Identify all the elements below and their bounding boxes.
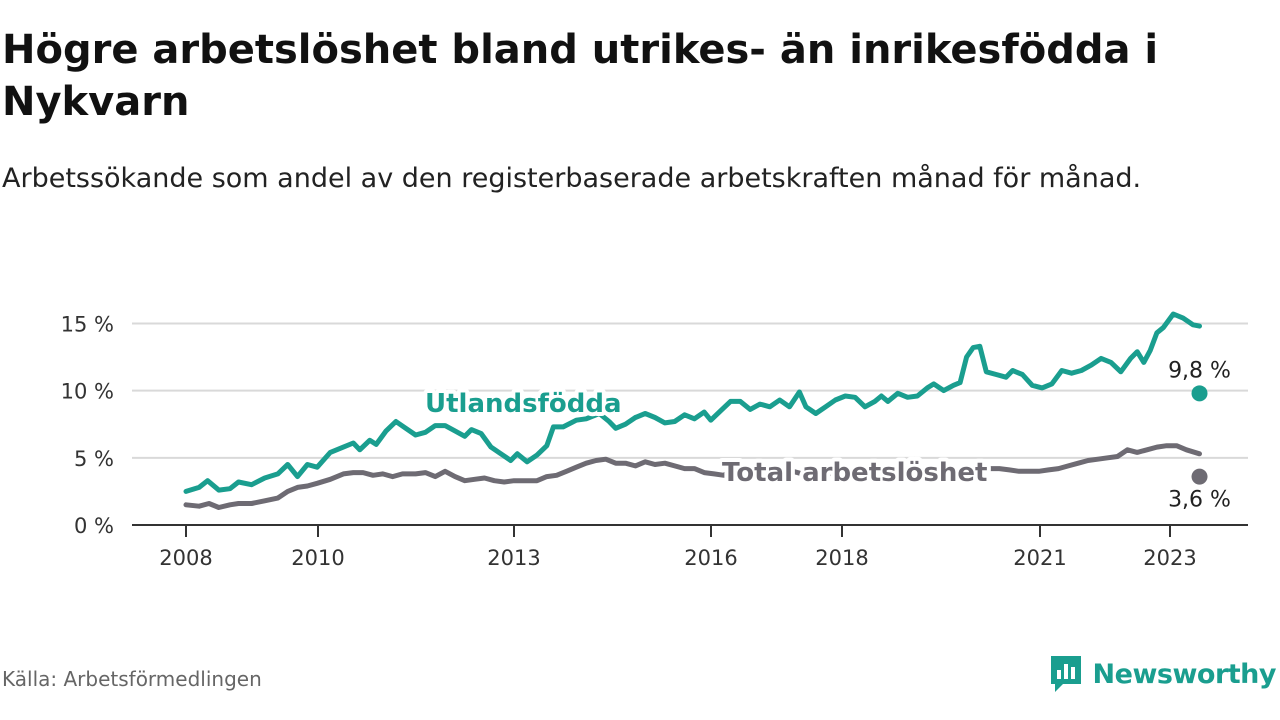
series-name-label-utlandsfodda: Utlandsfödda <box>425 389 622 419</box>
x-tick-label: 2018 <box>815 546 868 570</box>
y-tick-label: 15 % <box>61 312 114 336</box>
y-tick-label: 10 % <box>61 380 114 404</box>
y-tick-label: 0 % <box>74 514 114 538</box>
x-tick-label: 2010 <box>291 546 344 570</box>
chart-subtitle: Arbetssökande som andel av den registerb… <box>2 163 1142 194</box>
axis-layer <box>132 524 1248 537</box>
x-tick-label: 2023 <box>1143 546 1196 570</box>
x-tick-label: 2021 <box>1013 546 1066 570</box>
series-line-total <box>183 443 1202 510</box>
brand-name: Newsworthy <box>1092 658 1277 690</box>
series-end-dot-utlandsfodda <box>1191 385 1208 402</box>
brand-logo[interactable]: Newsworthy <box>1049 652 1277 696</box>
chart-title: Högre arbetslöshet bland utrikes- än inr… <box>2 27 1159 125</box>
source-note: Källa: Arbetsförmedlingen <box>2 667 262 691</box>
series-end-label-utlandsfodda: 9,8 % <box>1168 358 1231 383</box>
y-tick-label: 5 % <box>74 447 114 471</box>
newsworthy-logo-icon <box>1050 656 1081 692</box>
series-layer <box>183 311 1208 510</box>
series-line-utlandsfodda <box>183 311 1202 494</box>
grid-layer <box>132 322 1248 459</box>
series-end-label-total: 3,6 % <box>1168 488 1231 513</box>
series-end-dot-total <box>1191 468 1208 485</box>
label-layer: 0 % 5 % 10 % 15 % 2008 2010 2013 2016 2018 2021 20… <box>61 312 1234 570</box>
x-tick-label: 2016 <box>684 546 737 570</box>
series-name-label-total: Total arbetslöshet <box>722 458 987 488</box>
x-tick-label: 2008 <box>159 546 212 570</box>
x-tick-label: 2013 <box>487 546 540 570</box>
